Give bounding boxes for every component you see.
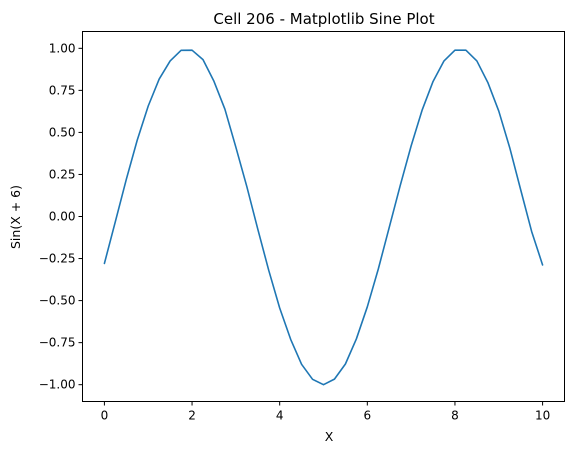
y-tick-label: 0.75	[49, 83, 76, 97]
y-tick-label: −0.25	[39, 252, 76, 266]
x-axis-label: X	[325, 429, 334, 444]
x-tick-label: 6	[363, 409, 371, 423]
axes-frame	[82, 31, 565, 402]
plot-area	[103, 49, 544, 386]
y-tick-label: 0.00	[49, 210, 76, 224]
x-tick-label: 4	[276, 409, 284, 423]
y-tick-label: −0.50	[39, 294, 76, 308]
y-axis: −1.00 −0.75 −0.50 −0.25 0.00 0.25 0.50 0.75 1.00	[39, 41, 83, 392]
y-tick-label: −1.00	[39, 378, 76, 392]
chart-title: Cell 206 - Matplotlib Sine Plot	[213, 10, 434, 28]
y-axis-label: Sin(X + 6)	[8, 185, 23, 249]
x-tick-label: 2	[188, 409, 196, 423]
y-tick-label: 1.00	[49, 41, 76, 55]
y-tick-label: 0.25	[49, 167, 76, 181]
y-tick-label: −0.75	[39, 336, 76, 350]
sine-series-line	[103, 49, 544, 386]
x-axis: 0 2 4 6 8 10	[101, 401, 550, 423]
x-tick-label: 8	[451, 409, 459, 423]
x-tick-label: 10	[535, 409, 550, 423]
x-tick-label: 0	[101, 409, 109, 423]
y-tick-label: 0.50	[49, 125, 76, 139]
